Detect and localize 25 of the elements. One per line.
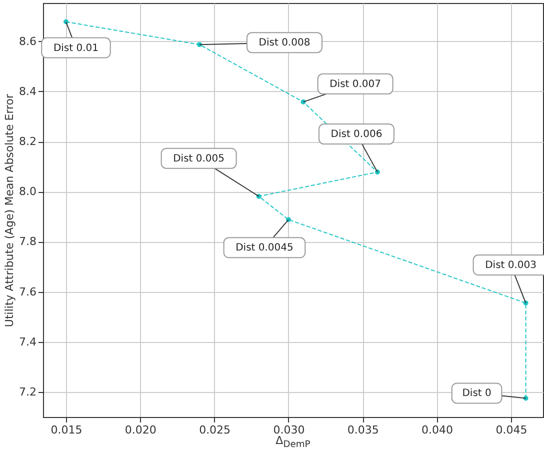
annotation: Dist 0 [462,388,492,400]
annotation: Dist 0.006 [330,129,382,140]
annotation: Dist 0.007 [330,78,382,90]
y-tick-label: 7.4 [19,335,36,348]
x-tick-label: 0.020 [124,424,156,436]
x-tick-label: 0.030 [273,424,305,436]
annotation: Dist 0.0045 [236,242,294,254]
y-tick-label: 7.2 [19,385,36,398]
x-tick-label: 0.025 [199,424,231,436]
y-tick-label: 8.2 [19,135,36,148]
x-tick-label: 0.045 [496,424,528,436]
y-axis-title: Utility Attribute (Age) Mean Absolute Error [3,93,16,328]
y-tick-label: 8.0 [19,185,36,198]
x-tick-label: 0.015 [50,424,82,436]
y-tick-label: 8.6 [19,34,36,48]
annotation: Dist 0.005 [173,153,225,164]
y-tick-label: 8.4 [19,84,36,98]
x-tick-label: 0.040 [422,424,454,436]
annotation: Dist 0.01 [53,42,99,54]
annotation: Dist 0.003 [485,260,537,272]
y-tick-label: 7.8 [19,235,36,248]
annotation: Dist 0.008 [258,38,310,49]
y-tick-label: 7.6 [19,285,36,298]
x-tick-label: 0.035 [347,424,379,436]
x-axis-title: Δ$_{DemP}$ [276,434,310,450]
